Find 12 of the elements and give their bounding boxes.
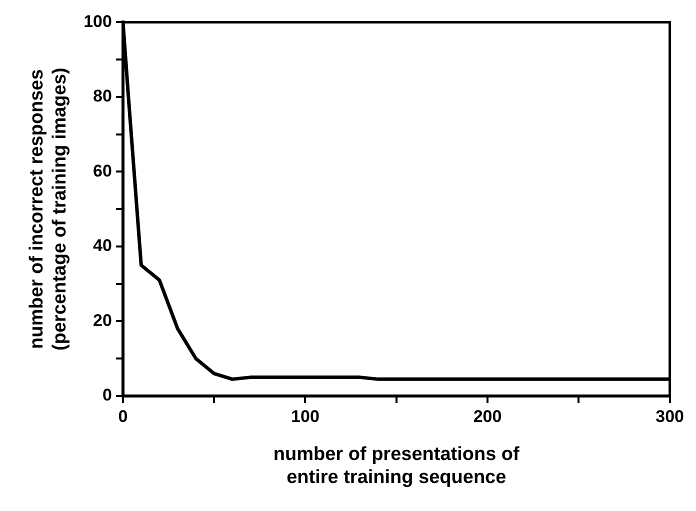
x-tick-label: 300 xyxy=(656,406,684,426)
y-tick-label: 20 xyxy=(93,310,112,330)
x-tick-label: 200 xyxy=(473,406,502,426)
y-tick-label: 40 xyxy=(93,236,112,256)
x-tick-label: 100 xyxy=(291,406,320,426)
y-tick-label: 60 xyxy=(93,161,112,180)
y-tick-label: 80 xyxy=(93,86,112,106)
y-tick-label: 100 xyxy=(84,12,112,31)
y-axis-title: number of incorrect responses (percentage of training images) xyxy=(26,68,70,351)
y-tick-label: 0 xyxy=(102,386,112,405)
x-tick-label: 0 xyxy=(118,406,128,426)
x-axis-title: number of presentations of entire training sequence xyxy=(273,444,520,488)
